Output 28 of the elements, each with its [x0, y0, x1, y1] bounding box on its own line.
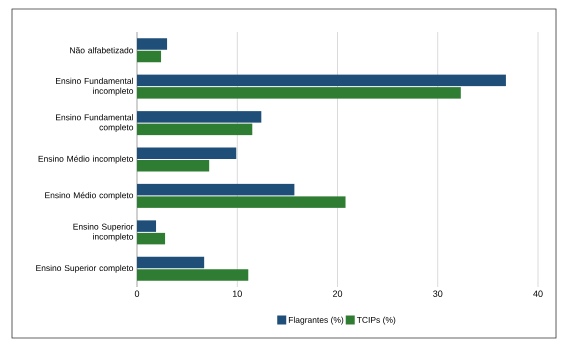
- bar: [137, 160, 210, 172]
- bar: [137, 196, 346, 208]
- bar: [137, 184, 294, 196]
- y-tick-label: Ensino Fundamental incompleto: [56, 78, 134, 96]
- x-tick-label: 40: [533, 290, 543, 297]
- x-tick-label: 0: [134, 290, 140, 297]
- y-tick-label: Ensino Médio completo: [45, 192, 134, 200]
- x-tick-label: 10: [232, 290, 242, 297]
- bar: [137, 256, 204, 268]
- legend-label: TCIPs (%): [356, 316, 396, 325]
- bar: [137, 111, 262, 123]
- y-tick-label: Ensino Superior completo: [36, 264, 134, 273]
- bar: [137, 269, 248, 281]
- x-tick-label: 30: [433, 290, 442, 297]
- y-tick-label: Ensino Fundamental completo: [56, 114, 134, 132]
- bar: [137, 87, 461, 99]
- bar: [137, 220, 156, 232]
- bar: [137, 50, 162, 62]
- bar: [137, 232, 166, 244]
- bar: [137, 124, 252, 136]
- y-tick-label: Ensino Superior incompleto: [73, 223, 134, 242]
- y-tick-label: Ensino Médio incompleto: [38, 156, 134, 164]
- y-tick-label: Não alfabetizado: [70, 47, 134, 54]
- bar: [137, 148, 236, 160]
- bar: [137, 38, 168, 50]
- bar: [137, 74, 506, 86]
- legend-label: Flagrantes (%): [288, 316, 344, 325]
- x-tick-label: 20: [332, 290, 342, 297]
